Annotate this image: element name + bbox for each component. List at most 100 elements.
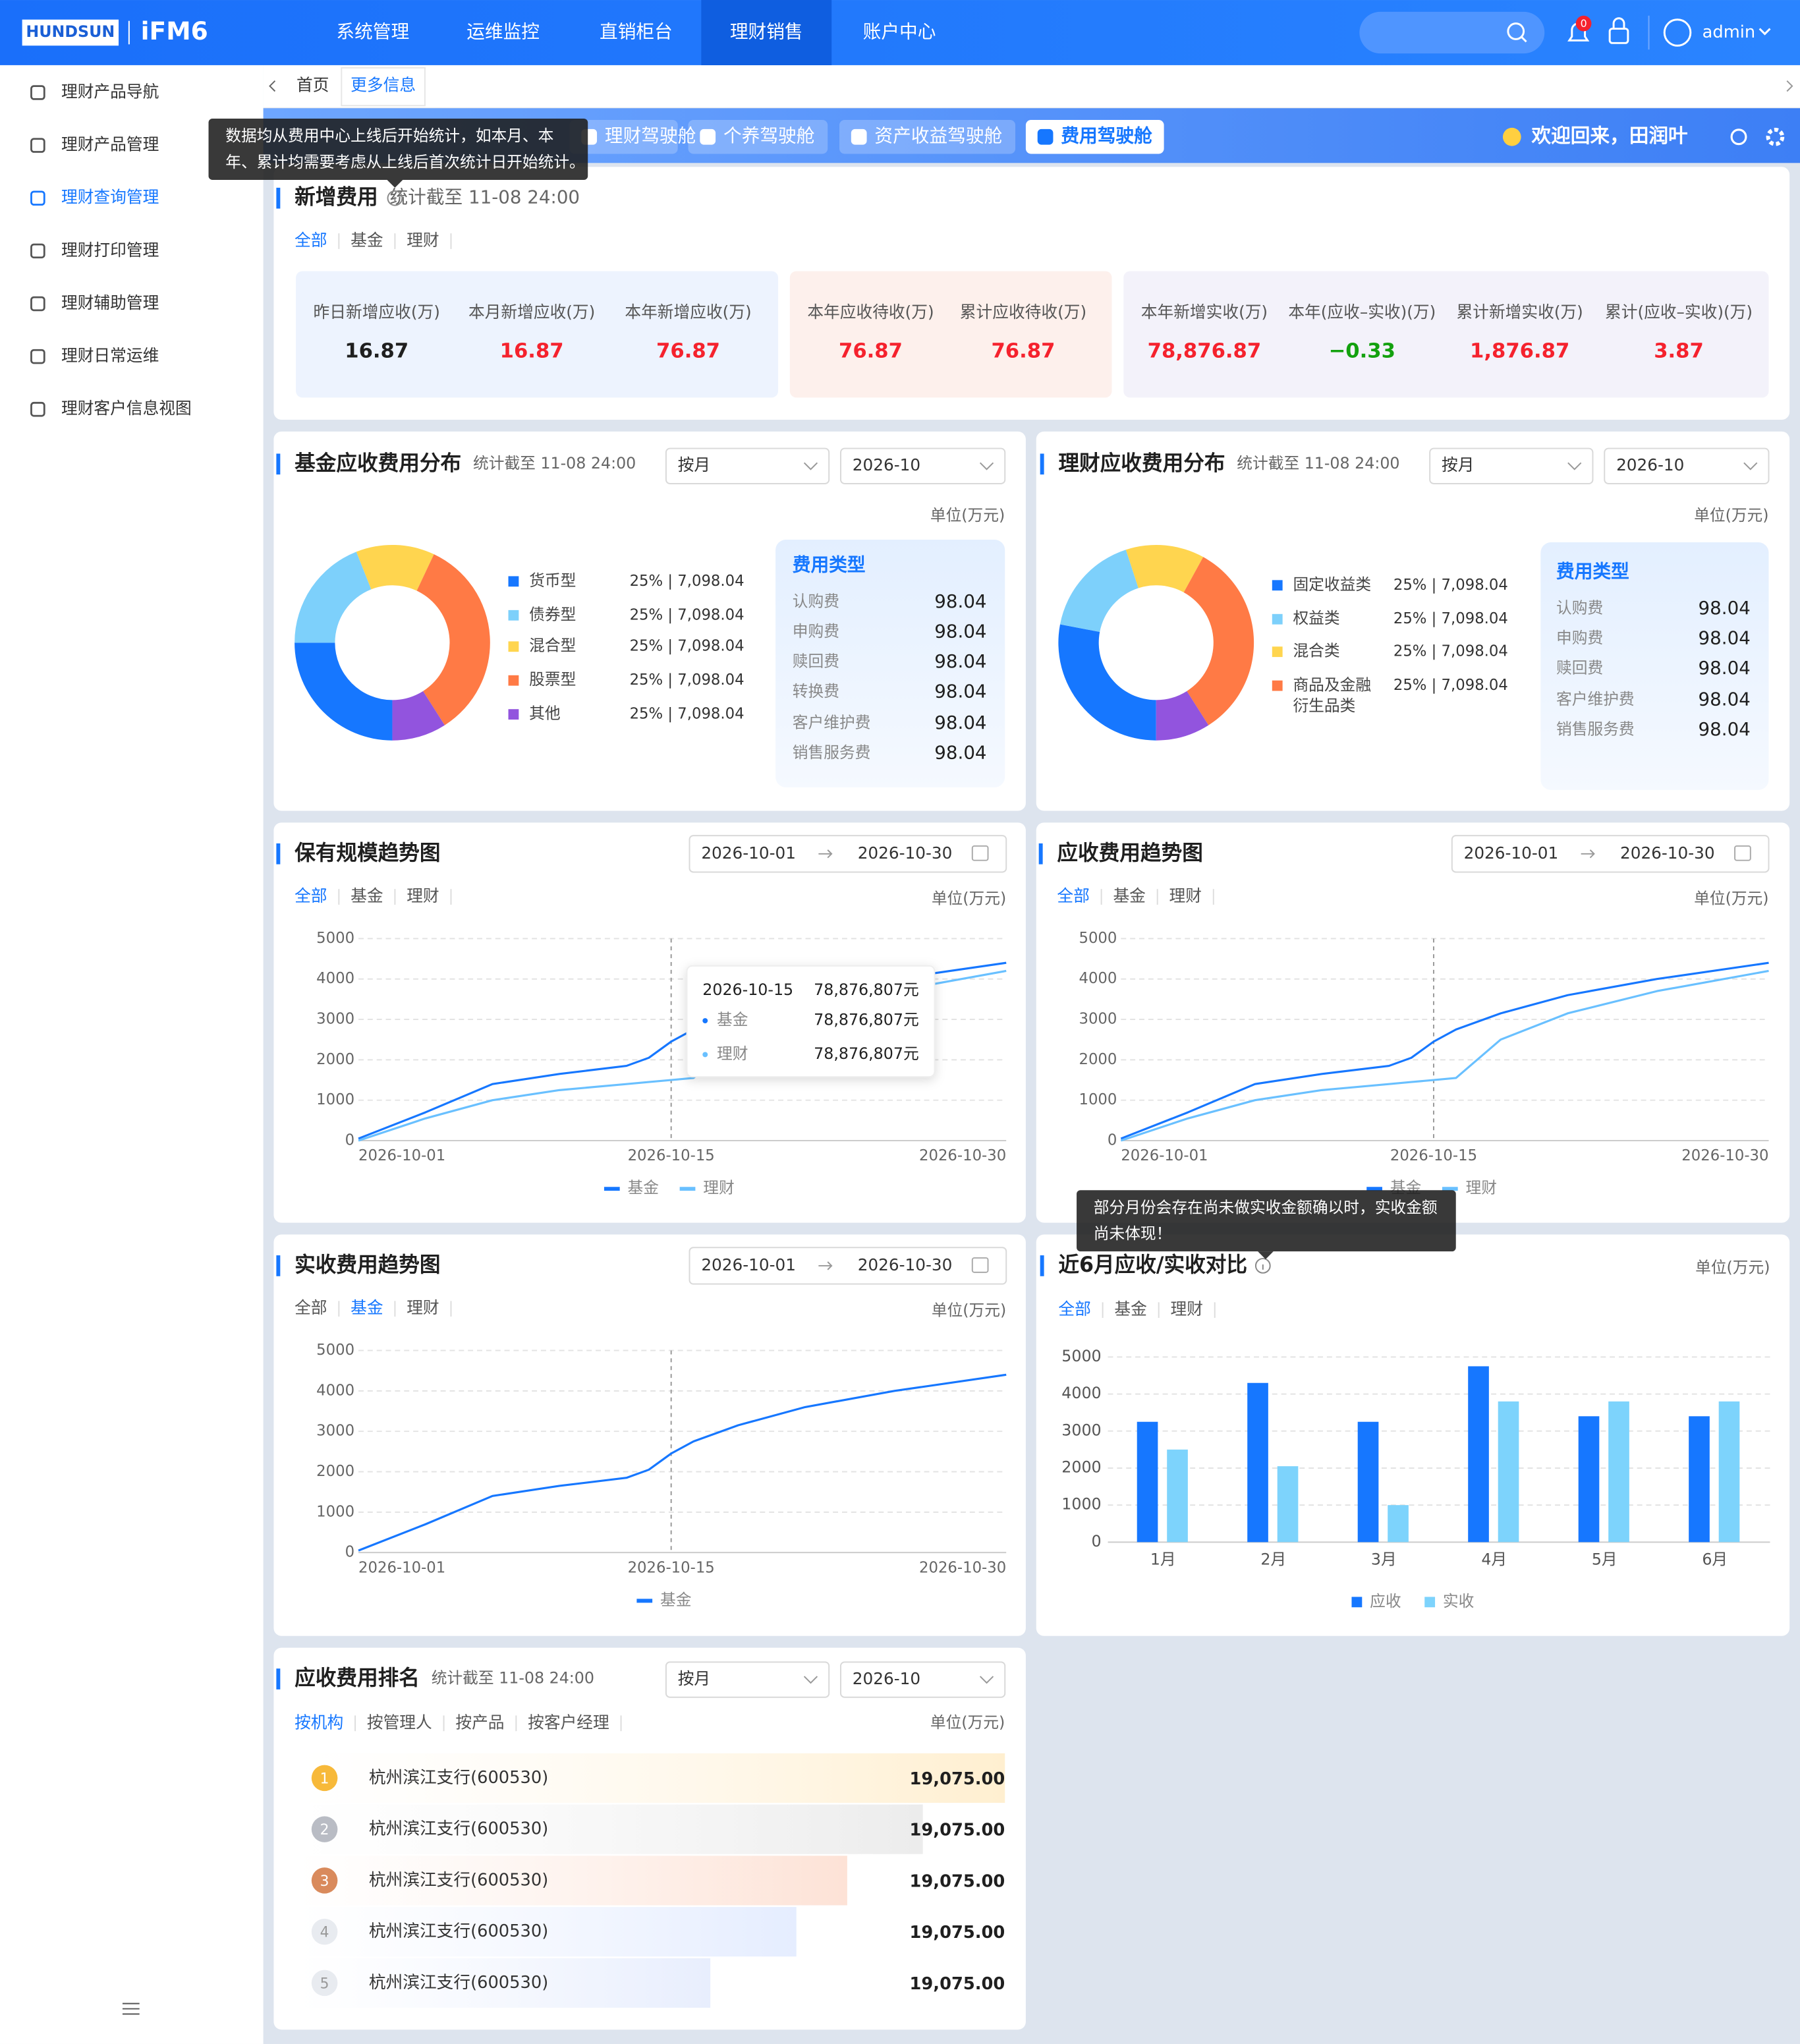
legend-label: 货币型 [529, 571, 576, 590]
nav-item[interactable]: 账户中心 [863, 20, 936, 42]
bar [1689, 1416, 1710, 1543]
tooltip-box [686, 965, 936, 1078]
line-series [358, 1373, 1007, 1552]
menu-icon[interactable] [122, 2002, 140, 2015]
filter-tab[interactable]: 理财 [407, 231, 439, 250]
menu-item[interactable]: 理财日常运维 [61, 346, 159, 365]
filter-tab[interactable]: 按管理人 [367, 1713, 432, 1732]
fee-panel [1540, 542, 1769, 790]
rank-medal [311, 1867, 338, 1894]
select-value: 按月 [1442, 455, 1474, 474]
cockpit-tab[interactable] [839, 120, 1016, 154]
fee-label: 申购费 [1556, 629, 1603, 647]
filter-tab[interactable]: 全部 [295, 886, 327, 905]
date-end: 2026-10-30 [1620, 843, 1715, 863]
badge-count: 0 [1581, 17, 1587, 30]
bar [1608, 1401, 1629, 1543]
cockpit-tab-label: 费用驾驶舱 [1061, 125, 1152, 147]
nav-item[interactable]: 直销柜台 [600, 20, 673, 42]
x-tick-label: 1月 [1150, 1550, 1176, 1569]
filter-tab[interactable]: 理财 [407, 1298, 439, 1317]
search-icon[interactable] [1507, 22, 1525, 40]
filter-tab[interactable]: 全部 [1058, 1299, 1090, 1319]
select-value: 2026-10 [853, 1669, 920, 1688]
select-arrow [979, 462, 994, 470]
refresh-icon[interactable] [1730, 128, 1747, 146]
pie-slice [295, 552, 372, 643]
nav-item[interactable]: 系统管理 [336, 20, 409, 42]
menu-item[interactable]: 理财客户信息视图 [61, 399, 192, 418]
legend-label: 混合型 [529, 637, 576, 655]
menu-item[interactable]: 理财产品导航 [61, 82, 159, 101]
fee-value: 98.04 [1699, 597, 1751, 619]
filter-tab[interactable]: 理财 [1170, 1299, 1202, 1319]
filter-tab[interactable]: 基金 [351, 231, 383, 250]
filter-tab[interactable]: 理财 [407, 886, 439, 905]
filter-tab[interactable]: 全部 [295, 231, 327, 250]
legend-swatch [1272, 646, 1283, 658]
cockpit-tab[interactable] [1025, 120, 1164, 154]
lock-icon[interactable] [1608, 28, 1629, 44]
tab[interactable]: 更多信息 [351, 76, 416, 95]
select[interactable] [1429, 447, 1594, 484]
title-bar [276, 1668, 281, 1689]
rank-name: 杭州滨江支行(600530) [369, 1921, 548, 1941]
info-icon[interactable] [387, 190, 403, 206]
settings-icon[interactable] [1766, 127, 1785, 146]
select-arrow [803, 462, 818, 470]
user-name[interactable]: admin [1702, 22, 1756, 42]
date-range[interactable] [689, 1247, 1007, 1285]
rank-number: 4 [320, 1925, 329, 1941]
filter-tab[interactable]: 全部 [295, 1298, 327, 1317]
select[interactable] [1604, 447, 1770, 484]
info-icon[interactable] [1254, 1258, 1271, 1274]
search-box[interactable] [1359, 11, 1545, 54]
calendar-icon [1734, 845, 1751, 861]
filter-tab[interactable]: 按产品 [455, 1713, 504, 1732]
rank-name: 杭州滨江支行(600530) [369, 1870, 548, 1890]
metric-label: 累计应收待收(万) [960, 302, 1086, 322]
menu-item[interactable]: 理财辅助管理 [61, 293, 159, 312]
unit: 单位(万元) [1695, 1258, 1770, 1276]
filter-tab[interactable]: 基金 [351, 886, 383, 905]
date-range[interactable] [1451, 835, 1770, 873]
filter-tab[interactable]: 基金 [1113, 886, 1146, 905]
y-tick-label: 5000 [316, 930, 354, 947]
menu-item[interactable]: 理财产品管理 [61, 135, 159, 154]
y-tick-label: 2000 [316, 1051, 354, 1068]
tooltip-text: 部分月份会存在尚未做实收金额确以时，实收金额 [1094, 1198, 1438, 1216]
tab-prev[interactable] [269, 80, 276, 92]
filter-tab[interactable]: 理财 [1169, 886, 1202, 905]
tab[interactable]: 首页 [296, 76, 329, 95]
cockpit-tab[interactable] [688, 120, 828, 154]
menu-item[interactable]: 理财查询管理 [61, 188, 159, 207]
filter-tab[interactable]: 按客户经理 [528, 1713, 609, 1732]
nav-item[interactable]: 运维监控 [466, 20, 540, 42]
legend-value: 25% | 7,098.04 [1393, 643, 1508, 660]
emoji [1502, 127, 1521, 146]
cockpit-tab[interactable] [569, 120, 678, 154]
rank-medal [311, 1765, 338, 1792]
legend-line: 商品及金融 [1293, 675, 1371, 694]
select[interactable] [839, 1661, 1006, 1698]
filter-tab[interactable]: 基金 [351, 1298, 383, 1317]
date-range[interactable] [689, 835, 1007, 873]
unit: 单位(万元) [1694, 890, 1768, 908]
legend-label: 混合类 [1293, 642, 1339, 660]
legend-label: 其他 [529, 704, 560, 723]
calendar-icon [971, 845, 989, 861]
filter-tab[interactable]: 全部 [1057, 886, 1089, 905]
menu-item[interactable]: 理财打印管理 [61, 241, 159, 260]
metric-label: 本年新增应收(万) [625, 302, 751, 322]
nav-item[interactable]: 理财销售 [730, 20, 803, 42]
y-tick-label: 0 [1108, 1132, 1117, 1149]
select[interactable] [839, 447, 1006, 484]
select[interactable] [665, 1661, 830, 1698]
unit: 单位(万元) [930, 506, 1005, 525]
filter-tab[interactable]: 按机构 [295, 1713, 343, 1732]
card-subtitle: 统计截至 11-08 24:00 [432, 1669, 594, 1688]
avatar[interactable] [1663, 18, 1692, 47]
tab-next[interactable] [1786, 80, 1793, 92]
select[interactable] [665, 447, 830, 484]
filter-tab[interactable]: 基金 [1114, 1299, 1147, 1319]
